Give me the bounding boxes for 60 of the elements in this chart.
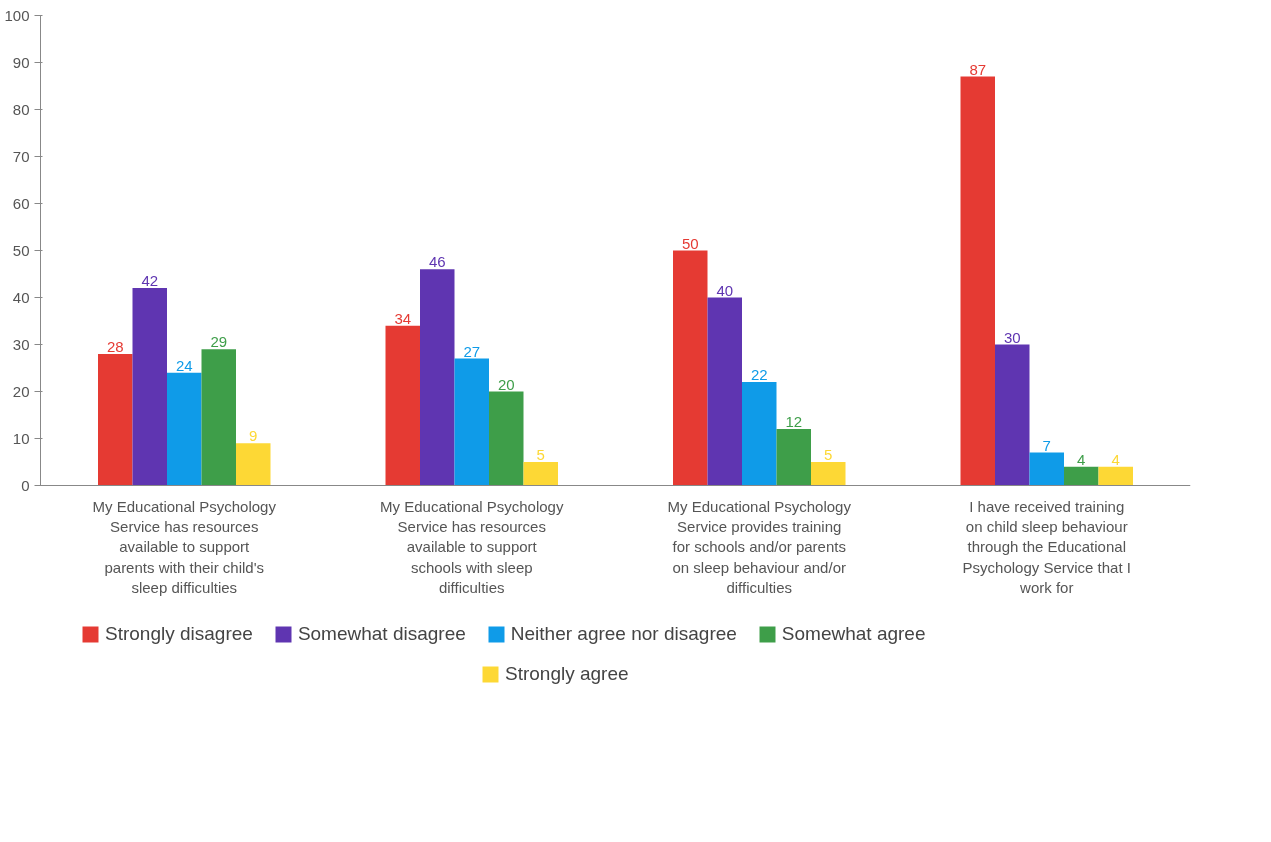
bar	[776, 429, 811, 486]
bar	[707, 297, 742, 486]
bar	[1029, 452, 1064, 486]
bar	[489, 391, 524, 486]
x-tick-label: I have received training on child sleep behaviour through the Educational Psychology Service that I work for	[962, 497, 1131, 597]
bar	[132, 288, 167, 486]
y-tick-label: 50	[12, 241, 30, 259]
data-label: 42	[141, 272, 159, 290]
bar	[523, 462, 558, 486]
legend-label: Strongly disagree	[105, 623, 253, 645]
bar	[454, 358, 489, 486]
data-label: 30	[1003, 328, 1021, 346]
bar	[201, 349, 236, 486]
y-tick-label: 0	[21, 476, 30, 494]
data-label: 4	[1111, 450, 1120, 468]
bar	[995, 344, 1030, 486]
y-tick-label: 30	[12, 335, 30, 353]
data-label: 5	[824, 446, 833, 463]
legend-label: Strongly agree	[505, 663, 629, 685]
bar	[811, 462, 846, 486]
data-label: 22	[750, 366, 768, 384]
y-tick-label: 100	[4, 6, 30, 24]
data-label: 4	[1077, 450, 1086, 468]
data-label: 28	[106, 337, 124, 355]
bar	[385, 325, 420, 486]
legend-label: Neither agree nor disagree	[510, 623, 737, 645]
data-label: 29	[210, 333, 228, 351]
data-label: 12	[785, 413, 803, 431]
y-tick-label: 10	[12, 429, 30, 447]
data-label: 40	[716, 281, 734, 299]
bar	[98, 353, 133, 486]
y-tick-label: 40	[12, 288, 30, 306]
y-tick-label: 70	[12, 147, 30, 165]
legend-label: Somewhat agree	[781, 623, 926, 645]
y-tick-label: 60	[12, 194, 30, 212]
x-tick-label: My Educational Psychology Service provides training for schools and/or parents on sleep behaviour and/or difficulties	[667, 497, 852, 597]
y-tick-label: 80	[12, 100, 30, 118]
legend-label: Somewhat disagree	[297, 623, 466, 645]
bar	[673, 250, 708, 486]
bar	[236, 443, 271, 486]
data-label: 20	[497, 375, 515, 393]
data-label: 34	[394, 309, 412, 327]
bar	[420, 269, 455, 486]
y-tick-label: 90	[12, 53, 30, 71]
data-label: 9	[249, 427, 258, 445]
data-label: 46	[428, 253, 446, 271]
x-tick-label: My Educational Psychology Service has resources available to support parents with their child's sleep difficulties	[92, 497, 277, 597]
data-label: 7	[1042, 436, 1051, 454]
bar	[1098, 466, 1133, 486]
bar	[1064, 466, 1099, 486]
data-label: 5	[536, 446, 545, 463]
data-label: 87	[969, 60, 987, 78]
bar	[167, 372, 202, 486]
data-label: 24	[175, 356, 193, 374]
bar	[742, 382, 777, 486]
x-tick-label: My Educational Psychology Service has resources available to support schools with sleep difficulties	[380, 497, 564, 597]
bar	[960, 76, 995, 486]
data-label: 50	[681, 234, 699, 252]
y-tick-label: 20	[12, 382, 30, 400]
data-label: 27	[463, 342, 481, 360]
